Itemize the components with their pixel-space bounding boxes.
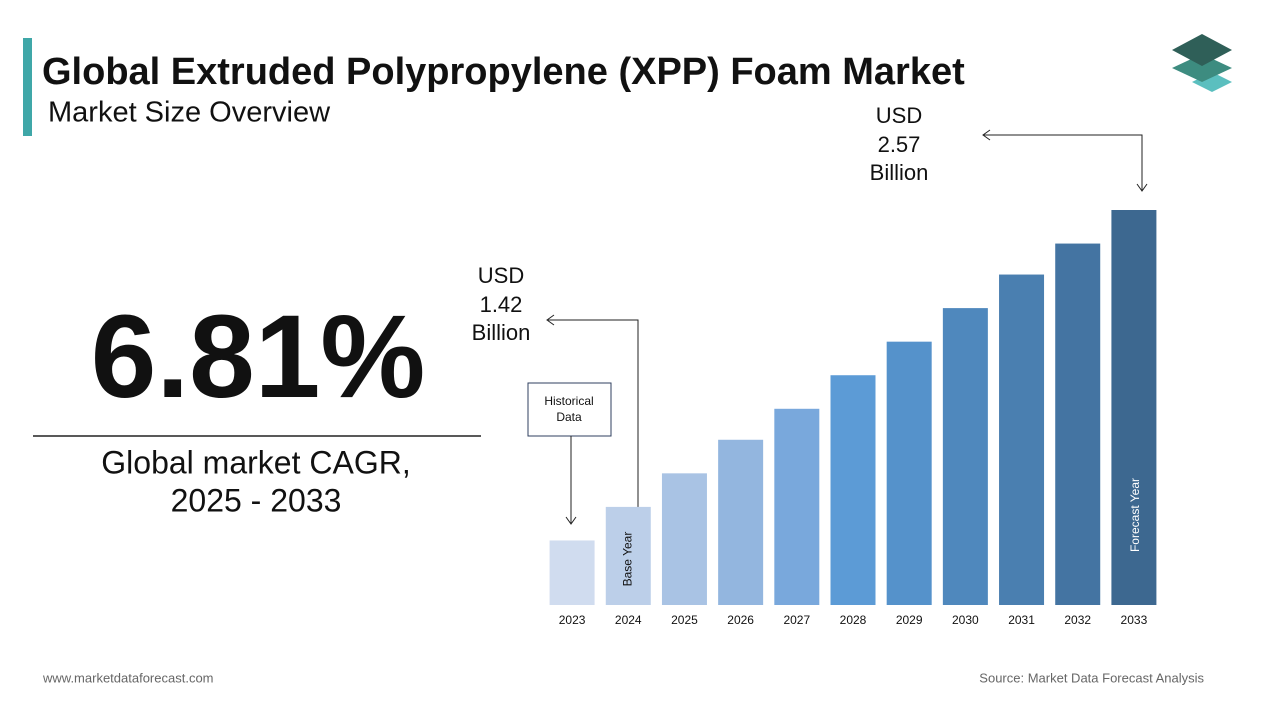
historical-label: Historical xyxy=(544,394,593,408)
forecast-year-label: Forecast Year xyxy=(1128,478,1142,552)
bar xyxy=(661,473,707,605)
footer-left: www.marketdataforecast.com xyxy=(42,670,214,685)
bar xyxy=(774,408,820,605)
x-tick-label: 2025 xyxy=(671,613,698,627)
x-tick-label: 2031 xyxy=(1008,613,1035,627)
bar xyxy=(942,308,988,605)
bar xyxy=(830,375,876,605)
annotation: Billion xyxy=(472,320,531,345)
bar xyxy=(549,540,595,605)
cagr-label: Global market CAGR, xyxy=(101,444,410,480)
historical-label: Data xyxy=(556,410,582,424)
bars xyxy=(549,210,1157,606)
x-tick-label: 2027 xyxy=(783,613,810,627)
bar xyxy=(999,274,1045,605)
bar xyxy=(718,439,764,605)
x-tick-label: 2033 xyxy=(1121,613,1148,627)
base-year-label: Base Year xyxy=(620,532,634,587)
bar xyxy=(605,506,651,605)
annotation: Billion xyxy=(870,160,929,185)
x-tick-label: 2030 xyxy=(952,613,979,627)
x-tick-label: 2032 xyxy=(1064,613,1091,627)
annotation: USD xyxy=(478,263,524,288)
x-tick-label: 2024 xyxy=(615,613,642,627)
annotation: 1.42 xyxy=(480,292,523,317)
x-tick-label: 2023 xyxy=(559,613,586,627)
chart-title: Global Extruded Polypropylene (XPP) Foam… xyxy=(42,51,965,93)
logo xyxy=(1172,34,1232,92)
x-tick-label: 2026 xyxy=(727,613,754,627)
bar xyxy=(1111,210,1157,605)
title-accent xyxy=(23,38,32,136)
chart-subtitle: Market Size Overview xyxy=(48,97,331,129)
footer-right: Source: Market Data Forecast Analysis xyxy=(979,670,1204,685)
historical-box xyxy=(527,382,612,437)
cagr-value: 6.81% xyxy=(91,291,426,423)
bar xyxy=(886,341,932,605)
annotation: USD xyxy=(876,103,922,128)
cagr-label: 2025 - 2033 xyxy=(171,482,342,518)
x-tick-label: 2028 xyxy=(840,613,867,627)
x-tick-label: 2029 xyxy=(896,613,923,627)
bar xyxy=(1055,243,1101,606)
annotation: 2.57 xyxy=(878,132,921,157)
